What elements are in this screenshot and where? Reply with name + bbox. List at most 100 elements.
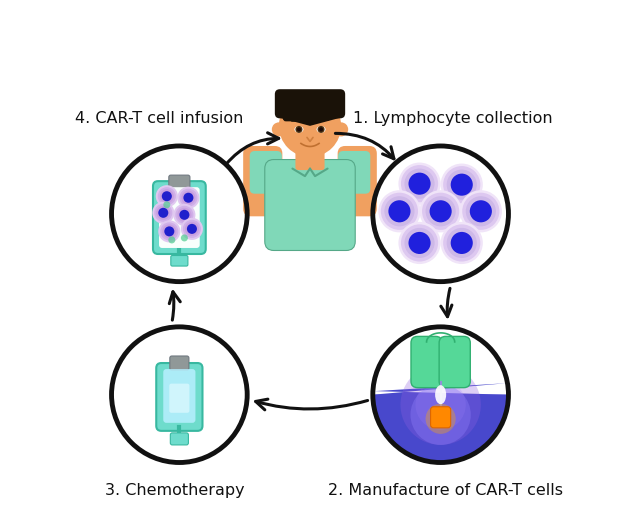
Circle shape xyxy=(157,187,176,205)
Circle shape xyxy=(430,200,452,223)
FancyBboxPatch shape xyxy=(283,99,303,121)
FancyBboxPatch shape xyxy=(275,89,345,118)
Circle shape xyxy=(163,201,170,208)
Circle shape xyxy=(179,210,190,220)
Circle shape xyxy=(446,170,477,200)
Circle shape xyxy=(174,204,195,226)
Circle shape xyxy=(381,193,418,230)
Circle shape xyxy=(162,225,176,238)
Circle shape xyxy=(401,225,438,262)
Circle shape xyxy=(443,225,480,262)
Circle shape xyxy=(185,222,199,236)
Circle shape xyxy=(446,228,477,258)
FancyBboxPatch shape xyxy=(439,336,471,388)
FancyBboxPatch shape xyxy=(265,160,355,250)
Circle shape xyxy=(317,126,325,133)
Circle shape xyxy=(156,185,178,207)
Wedge shape xyxy=(280,94,340,126)
Circle shape xyxy=(177,208,192,222)
Circle shape xyxy=(409,232,430,254)
FancyBboxPatch shape xyxy=(159,187,200,248)
Circle shape xyxy=(404,228,435,258)
Circle shape xyxy=(184,193,193,203)
Circle shape xyxy=(463,193,500,230)
Circle shape xyxy=(161,223,179,240)
Circle shape xyxy=(466,196,496,227)
Circle shape xyxy=(470,200,492,223)
Circle shape xyxy=(425,196,456,227)
Circle shape xyxy=(295,126,303,133)
Circle shape xyxy=(112,146,247,281)
FancyBboxPatch shape xyxy=(295,146,325,170)
FancyBboxPatch shape xyxy=(411,336,442,388)
Circle shape xyxy=(404,169,435,199)
Circle shape xyxy=(441,164,483,206)
Circle shape xyxy=(181,218,203,240)
Circle shape xyxy=(409,173,430,195)
Circle shape xyxy=(182,190,195,205)
Circle shape xyxy=(401,165,438,202)
FancyBboxPatch shape xyxy=(170,433,188,445)
Circle shape xyxy=(177,186,200,209)
Circle shape xyxy=(384,196,415,227)
FancyBboxPatch shape xyxy=(171,256,188,266)
Ellipse shape xyxy=(317,126,326,133)
FancyBboxPatch shape xyxy=(156,363,203,431)
Circle shape xyxy=(401,365,481,445)
Text: 2. Manufacture of CAR-T cells: 2. Manufacture of CAR-T cells xyxy=(328,483,563,498)
Text: 3. Chemotherapy: 3. Chemotherapy xyxy=(105,483,244,498)
Text: 1. Lymphocyte collection: 1. Lymphocyte collection xyxy=(353,111,553,126)
Circle shape xyxy=(378,190,420,232)
Circle shape xyxy=(399,163,441,205)
FancyBboxPatch shape xyxy=(430,407,451,428)
Ellipse shape xyxy=(294,126,303,133)
Circle shape xyxy=(164,227,174,236)
FancyBboxPatch shape xyxy=(169,384,190,413)
Circle shape xyxy=(415,379,466,430)
Circle shape xyxy=(279,94,341,157)
Circle shape xyxy=(112,327,247,462)
FancyBboxPatch shape xyxy=(243,146,282,216)
FancyBboxPatch shape xyxy=(153,181,206,254)
FancyBboxPatch shape xyxy=(250,151,282,194)
Circle shape xyxy=(153,202,174,224)
Circle shape xyxy=(319,128,323,132)
Circle shape xyxy=(422,193,459,230)
Circle shape xyxy=(425,404,456,434)
Circle shape xyxy=(158,220,180,242)
Circle shape xyxy=(156,206,171,220)
Circle shape xyxy=(183,220,201,238)
Circle shape xyxy=(162,191,172,201)
Circle shape xyxy=(388,200,410,223)
FancyBboxPatch shape xyxy=(338,151,370,194)
Wedge shape xyxy=(373,395,508,462)
Circle shape xyxy=(410,385,471,445)
Circle shape xyxy=(451,174,473,196)
Text: 4. CAR-T cell infusion: 4. CAR-T cell infusion xyxy=(75,111,244,126)
Circle shape xyxy=(179,188,197,207)
Wedge shape xyxy=(373,327,508,395)
Circle shape xyxy=(181,234,188,241)
FancyBboxPatch shape xyxy=(163,369,195,423)
Circle shape xyxy=(334,122,348,137)
Circle shape xyxy=(187,224,197,234)
Circle shape xyxy=(459,190,502,232)
Circle shape xyxy=(420,190,462,232)
Circle shape xyxy=(168,236,175,243)
Circle shape xyxy=(160,189,174,203)
Circle shape xyxy=(451,232,473,254)
Circle shape xyxy=(443,166,480,203)
Circle shape xyxy=(399,222,441,264)
Circle shape xyxy=(175,206,193,224)
Circle shape xyxy=(272,122,286,137)
Circle shape xyxy=(158,208,168,218)
FancyBboxPatch shape xyxy=(169,175,190,188)
Circle shape xyxy=(297,128,301,132)
FancyBboxPatch shape xyxy=(170,356,189,370)
FancyBboxPatch shape xyxy=(338,146,377,216)
Circle shape xyxy=(154,204,172,222)
Circle shape xyxy=(441,222,483,264)
Circle shape xyxy=(373,146,508,281)
Ellipse shape xyxy=(435,385,446,404)
Polygon shape xyxy=(373,383,508,462)
